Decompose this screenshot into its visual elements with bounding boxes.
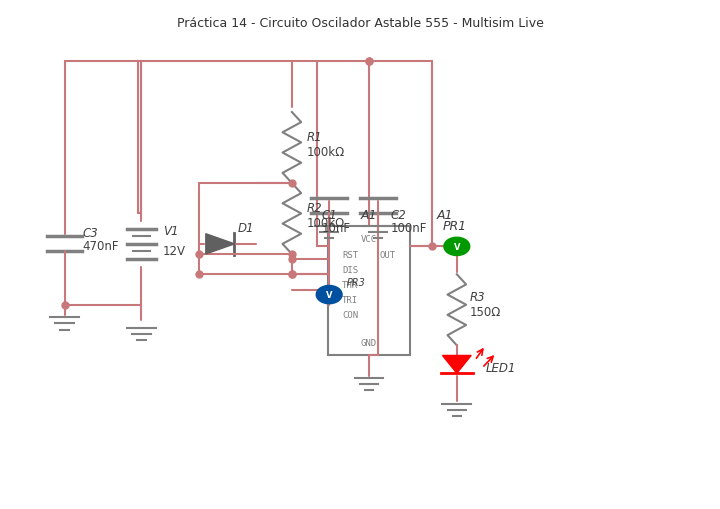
Text: 100kΩ: 100kΩ — [306, 146, 344, 159]
Text: RST: RST — [342, 250, 358, 259]
Text: PR1: PR1 — [443, 219, 467, 232]
Text: C3: C3 — [82, 227, 98, 240]
Text: Práctica 14 - Circuito Oscilador Astable 555 - Multisim Live: Práctica 14 - Circuito Oscilador Astable… — [176, 17, 544, 30]
Text: 470nF: 470nF — [82, 239, 119, 252]
Text: 100nF: 100nF — [391, 222, 427, 235]
Text: V1: V1 — [163, 224, 179, 237]
Text: PR3: PR3 — [347, 278, 366, 288]
Text: 100kΩ: 100kΩ — [306, 217, 344, 230]
Text: C2: C2 — [391, 209, 407, 222]
Text: C1: C1 — [322, 209, 338, 222]
Text: 12V: 12V — [163, 244, 186, 258]
Text: 10nF: 10nF — [322, 222, 351, 235]
Text: V: V — [454, 242, 460, 251]
Text: VCC: VCC — [361, 235, 377, 244]
FancyBboxPatch shape — [328, 227, 410, 356]
Text: R2: R2 — [306, 202, 322, 214]
Text: OUT: OUT — [379, 250, 396, 259]
Polygon shape — [206, 234, 235, 254]
Text: GND: GND — [361, 338, 377, 348]
Text: CON: CON — [342, 311, 358, 320]
Text: THR: THR — [342, 280, 358, 289]
Circle shape — [316, 286, 342, 304]
Text: R3: R3 — [469, 290, 485, 303]
Text: V: V — [326, 291, 333, 299]
Text: TRI: TRI — [342, 296, 358, 304]
Text: DIS: DIS — [342, 265, 358, 274]
Text: LED1: LED1 — [485, 361, 516, 374]
Polygon shape — [443, 356, 471, 374]
Text: D1: D1 — [238, 222, 255, 235]
Circle shape — [444, 238, 469, 256]
Text: A1: A1 — [437, 209, 454, 222]
Text: R1: R1 — [306, 131, 322, 144]
Text: A1: A1 — [361, 209, 377, 222]
Text: 150Ω: 150Ω — [469, 305, 501, 318]
